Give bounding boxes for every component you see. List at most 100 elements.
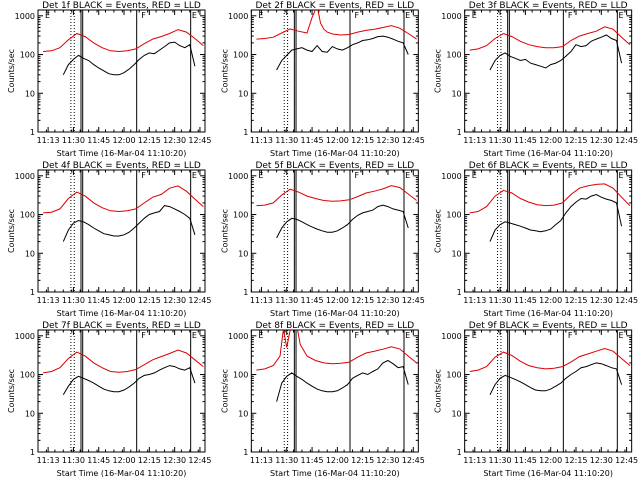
x-tick-label: 11:45 (301, 136, 324, 145)
marker-label: F (355, 331, 360, 340)
y-tick-label: 1 (243, 128, 248, 137)
chart-title: Det 1f BLACK = Events, RED = LLD (42, 1, 201, 11)
x-tick-label: 11:30 (275, 136, 298, 145)
marker-label: E (618, 171, 623, 180)
x-tick-label: 12:15 (138, 296, 161, 305)
marker-label: E (472, 11, 477, 20)
x-axis-label: Start Time (16-Mar-04 11:10:20) (270, 309, 400, 318)
x-tick-label: 12:00 (539, 456, 562, 465)
x-axis-label: Start Time (16-Mar-04 11:10:20) (483, 149, 613, 158)
plot-frame (464, 9, 633, 133)
x-tick-label: 12:00 (326, 296, 349, 305)
x-tick-label: 12:30 (163, 136, 186, 145)
y-tick-label: 10 (238, 249, 248, 258)
x-tick-label: 11:30 (489, 136, 512, 145)
events-series-line (62, 365, 196, 396)
x-tick-label: 11:45 (87, 136, 110, 145)
marker-label: F (355, 11, 360, 20)
x-tick-label: 11:30 (62, 456, 85, 465)
x-tick-label: 12:15 (351, 136, 374, 145)
x-tick-label: 12:15 (564, 296, 587, 305)
x-tick-label: 11:13 (463, 296, 486, 305)
y-tick-label: 100 (446, 51, 461, 60)
x-tick-label: 11:13 (37, 296, 60, 305)
y-tick-label: 100 (20, 51, 35, 60)
x-tick-label: 11:30 (489, 296, 512, 305)
x-tick-label: 12:45 (402, 136, 425, 145)
x-tick-label: 12:15 (138, 456, 161, 465)
y-axis-label: Counts/sec (220, 49, 229, 93)
panel-5: Det 5f BLACK = Events, RED = LLD Counts/s… (220, 161, 424, 318)
x-tick-label: 11:13 (463, 136, 486, 145)
x-tick-label: 12:15 (564, 136, 587, 145)
lld-series-line (469, 26, 631, 51)
x-axis-label: Start Time (16-Mar-04 11:10:20) (483, 469, 613, 478)
lld-series-line (256, 10, 417, 40)
y-tick-label: 1000 (15, 172, 35, 181)
x-tick-label: 12:00 (112, 136, 135, 145)
plot-frame (37, 329, 206, 453)
chart-title: Det 3f BLACK = Events, RED = LLD (469, 1, 628, 11)
events-series-line (489, 34, 623, 71)
marker-label: E (405, 331, 410, 340)
y-tick-label: 10 (25, 249, 35, 258)
x-tick-label: 12:00 (112, 456, 135, 465)
x-tick-label: 12:45 (188, 136, 211, 145)
x-axis-label: Start Time (16-Mar-04 11:10:20) (270, 149, 400, 158)
y-tick-label: 100 (446, 211, 461, 220)
plot-frame (250, 169, 419, 293)
y-axis-label: Counts/sec (220, 369, 229, 413)
x-tick-label: 12:00 (539, 136, 562, 145)
y-tick-label: 1000 (15, 12, 35, 21)
marker-label: E (258, 171, 263, 180)
y-tick-label: 1000 (15, 332, 35, 341)
y-axis-label: Counts/sec (434, 209, 443, 253)
x-tick-label: 12:45 (188, 296, 211, 305)
y-axis-label: Counts/sec (7, 49, 16, 93)
x-tick-label: 12:45 (615, 456, 638, 465)
panel-8: Det 8f BLACK = Events, RED = LLD Counts/s… (220, 321, 425, 478)
x-tick-label: 12:15 (138, 136, 161, 145)
plot-frame (37, 9, 206, 133)
x-tick-label: 11:30 (62, 136, 85, 145)
events-series-line (276, 359, 409, 402)
y-tick-label: 1 (457, 448, 462, 457)
x-tick-label: 12:45 (402, 456, 425, 465)
x-tick-label: 12:15 (351, 296, 374, 305)
x-tick-label: 11:30 (62, 296, 85, 305)
y-tick-label: 1 (457, 288, 462, 297)
panel-9: Det 9f BLACK = Events, RED = LLD Counts/s… (434, 321, 638, 478)
x-tick-label: 12:00 (112, 296, 135, 305)
x-tick-label: 11:13 (250, 136, 273, 145)
y-tick-label: 100 (233, 211, 248, 220)
plot-frame (37, 169, 206, 293)
chart-title: Det 8f BLACK = Events, RED = LLD (255, 321, 414, 331)
x-tick-label: 11:45 (87, 456, 110, 465)
x-tick-label: 11:45 (301, 456, 324, 465)
marker-label: E (472, 331, 477, 340)
lld-series-line (469, 183, 631, 214)
lld-series-line (43, 185, 204, 214)
x-tick-label: 12:30 (590, 296, 613, 305)
x-axis-label: Start Time (16-Mar-04 11:10:20) (483, 309, 613, 318)
x-tick-label: 11:45 (87, 296, 110, 305)
x-tick-label: 11:13 (37, 456, 60, 465)
x-tick-label: 12:45 (402, 296, 425, 305)
plot-frame (464, 329, 633, 453)
y-tick-label: 1 (457, 128, 462, 137)
y-tick-label: 1 (30, 288, 35, 297)
y-tick-label: 1000 (441, 172, 461, 181)
x-tick-label: 12:30 (376, 456, 399, 465)
y-tick-label: 1 (243, 288, 248, 297)
y-tick-label: 10 (25, 409, 35, 418)
chart-title: Det 4f BLACK = Events, RED = LLD (42, 161, 201, 171)
y-axis-label: Counts/sec (434, 369, 443, 413)
x-tick-label: 11:13 (250, 296, 273, 305)
plot-frame (250, 9, 419, 133)
y-tick-label: 1 (30, 128, 35, 137)
marker-label: E (618, 331, 623, 340)
x-tick-label: 11:45 (514, 136, 537, 145)
x-tick-label: 12:00 (326, 456, 349, 465)
y-tick-label: 10 (451, 249, 461, 258)
